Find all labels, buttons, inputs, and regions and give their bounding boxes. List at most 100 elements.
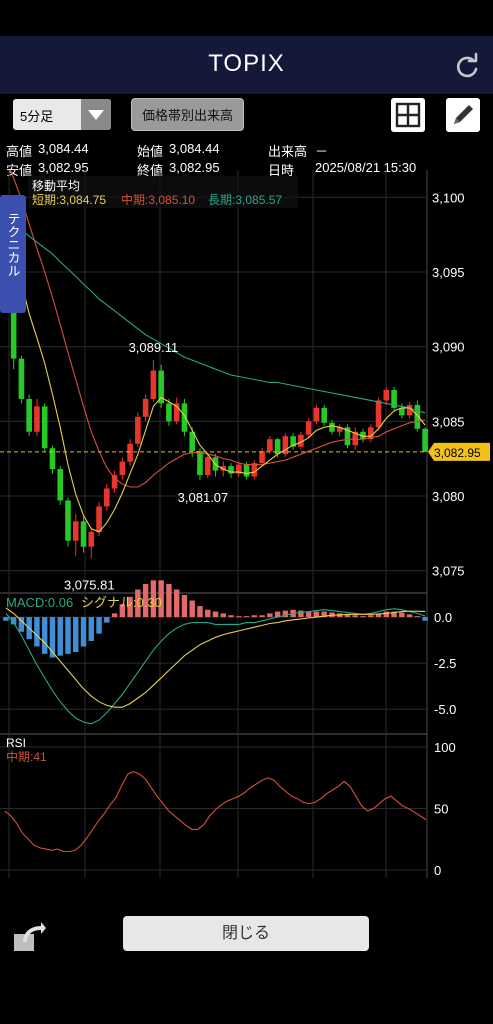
macd-tick-label: 0.0 (434, 610, 452, 625)
macd-histogram-bar (352, 615, 358, 618)
macd-histogram-bar (173, 589, 180, 618)
macd-histogram-bar (158, 580, 164, 618)
candle-body (10, 297, 17, 359)
price-tick-label: 3,085 (432, 414, 465, 429)
candle-body (406, 404, 413, 416)
candle-body (391, 389, 397, 408)
macd-histogram-bar (305, 611, 312, 618)
macd-tick-label: -5.0 (434, 702, 456, 717)
candle-body (49, 448, 56, 470)
chevron-down-icon (81, 99, 111, 130)
price-tick-label: 3,080 (432, 489, 465, 504)
low-value: 3,082.95 (38, 160, 89, 175)
macd-histogram-bar (135, 589, 141, 618)
low-annotation: 3,075.81 (64, 578, 115, 593)
candle-body (367, 427, 374, 440)
ma-legend-item: 短期:3,084.75 (32, 193, 106, 207)
macd-tick-label: -2.5 (434, 656, 456, 671)
candle-body (313, 407, 320, 422)
date-value: 2025/08/21 15:30 (315, 160, 417, 175)
macd-histogram-bar (360, 616, 366, 618)
high-value: 3,084.44 (38, 141, 89, 156)
back-arrow-icon[interactable] (11, 918, 47, 954)
rsi-line (4, 771, 427, 853)
last-price-badge (428, 442, 490, 461)
macd-histogram-bar (375, 613, 382, 618)
macd-histogram-bar (368, 615, 374, 618)
high-label: 高値 (6, 144, 33, 159)
ma-legend-item: 中期:3,085.10 (121, 192, 195, 207)
candle-body (274, 439, 281, 455)
macd-histogram-bar (49, 617, 56, 658)
status-bar (0, 0, 493, 36)
candle-body (197, 451, 203, 476)
macd-histogram-bar (150, 580, 157, 618)
candle-body (298, 434, 304, 447)
macd-histogram-bar (127, 596, 133, 618)
candle-body (26, 398, 32, 432)
candle-body (414, 404, 421, 429)
volume-profile-button[interactable]: 価格帯別出来高 (131, 98, 244, 131)
low-annotation: 3,081.07 (178, 490, 229, 505)
close-label: 終値 (137, 163, 164, 178)
open-value: 3,084.44 (169, 141, 220, 156)
candle-body (290, 436, 296, 447)
stock-chart[interactable]: 09:0010:0011:0013:0014:0015:003,0753,080… (0, 170, 493, 878)
candle-body (228, 466, 234, 474)
macd-histogram-bar (282, 610, 289, 618)
candle-body (41, 406, 48, 449)
candle-body (235, 464, 242, 474)
candle-body (422, 428, 428, 452)
pencil-icon[interactable] (446, 98, 480, 132)
candle-body (204, 457, 211, 476)
candle-body (305, 421, 312, 435)
candle-body (267, 439, 273, 452)
candle-body (119, 461, 126, 476)
macd-histogram-bar (267, 613, 273, 618)
candle-body (150, 370, 157, 399)
macd-histogram-bar (181, 595, 188, 618)
macd-histogram-bar (197, 606, 203, 618)
candle-body (321, 407, 327, 423)
macd-histogram-bar (274, 611, 281, 618)
period-select-value: 5分足 (20, 109, 54, 124)
candle-body (243, 464, 250, 477)
close-button[interactable]: 閉じる (123, 916, 369, 951)
technical-tab-bg[interactable] (0, 195, 26, 313)
macd-histogram-bar (236, 616, 242, 618)
price-tick-label: 3,075 (432, 564, 465, 579)
title-bar (0, 36, 493, 94)
technical-tab[interactable]: テクニカル (0, 195, 26, 313)
candle-body (88, 531, 95, 547)
macd-histogram-bar (166, 583, 172, 618)
high-annotation: 3,089.11 (129, 340, 179, 355)
macd-histogram-bar (3, 617, 9, 621)
macd-histogram-bar (251, 615, 258, 618)
macd-histogram-bar (399, 612, 405, 618)
candle-body (336, 427, 343, 432)
candle-body (181, 403, 188, 432)
candle-body (259, 451, 265, 464)
technical-tab-label[interactable]: テクニカル (6, 212, 21, 277)
macd-histogram-bar (119, 604, 126, 618)
macd-histogram-bar (298, 610, 304, 618)
refresh-icon[interactable] (452, 52, 482, 82)
macd-histogram-bar (383, 611, 390, 618)
macd-histogram-bar (313, 611, 320, 618)
page-title: TOPIX (208, 50, 285, 77)
period-select[interactable]: 5分足 (13, 99, 111, 130)
signal-line (5, 607, 426, 708)
rsi-legend: 中期:41 (6, 749, 47, 764)
macd-histogram-bar (65, 617, 71, 654)
candle-body (189, 431, 196, 452)
macd-histogram-bar (73, 617, 79, 653)
macd-histogram-bar (414, 616, 421, 618)
price-tick-label: 3,100 (432, 190, 465, 205)
macd-histogram-bar (212, 611, 219, 618)
macd-histogram-bar (34, 617, 40, 647)
macd-histogram-bar (18, 617, 25, 632)
signal-legend: シグナル:0.30 (81, 595, 162, 610)
macd-histogram-bar (111, 613, 118, 618)
grid-layout-icon[interactable] (391, 98, 425, 132)
candle-body (127, 443, 133, 462)
